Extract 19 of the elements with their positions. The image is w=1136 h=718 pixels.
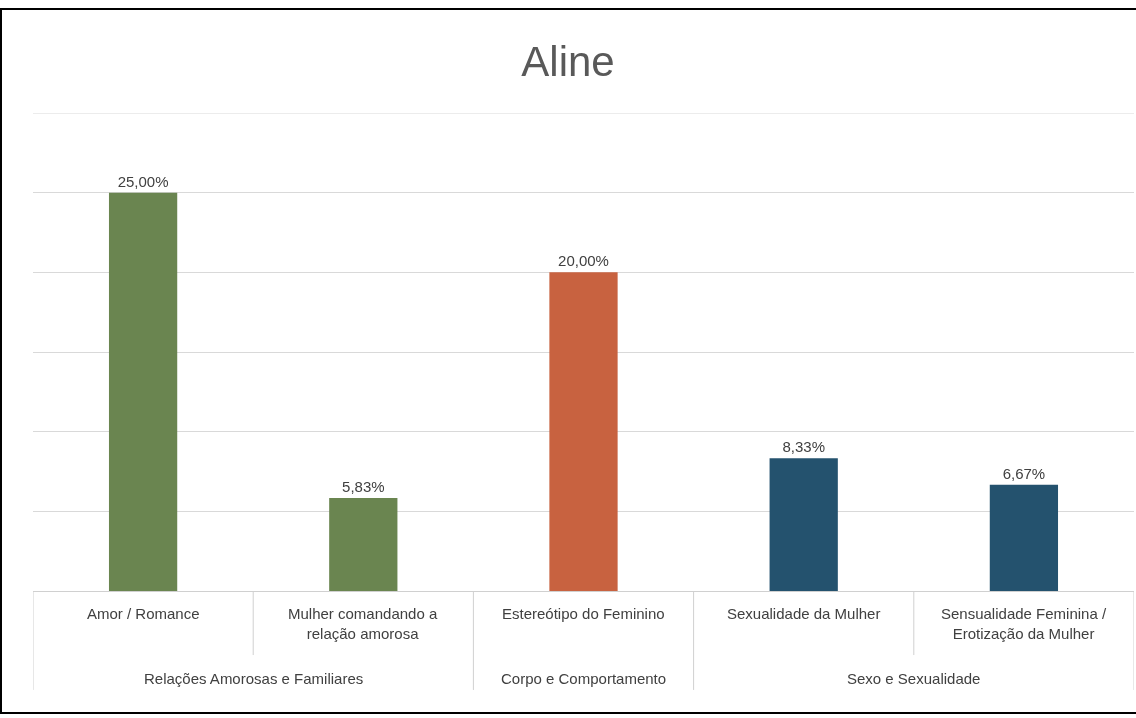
- bar: [549, 272, 618, 591]
- data-label: 6,67%: [1002, 464, 1046, 482]
- text: Relações Amorosas e Familiares: [144, 670, 364, 687]
- x-tick-label: Sexualidade da Mulher: [727, 605, 881, 622]
- text: Sexo e Sexualidade: [847, 670, 981, 687]
- data-label: 25,00%: [117, 172, 169, 190]
- bar: [108, 192, 178, 591]
- data-label: 5,83%: [342, 478, 385, 496]
- x-tick-label: Amor / Romance: [87, 605, 200, 622]
- data-label: 20,00%: [558, 252, 609, 270]
- bar: [989, 484, 1059, 591]
- data-label: 8,33%: [782, 438, 825, 456]
- bar: [769, 458, 838, 591]
- chart-title: Aline: [521, 38, 615, 86]
- x-tick-label: Mulher comandando a relação amorosa: [288, 605, 438, 642]
- bar: [329, 498, 398, 591]
- x-tick-label: Estereótipo do Feminino: [502, 605, 665, 622]
- text: Corpo e Comportamento: [501, 670, 667, 687]
- x-tick-label: Sensualidade Feminina / Erotização da Mulher: [941, 605, 1107, 642]
